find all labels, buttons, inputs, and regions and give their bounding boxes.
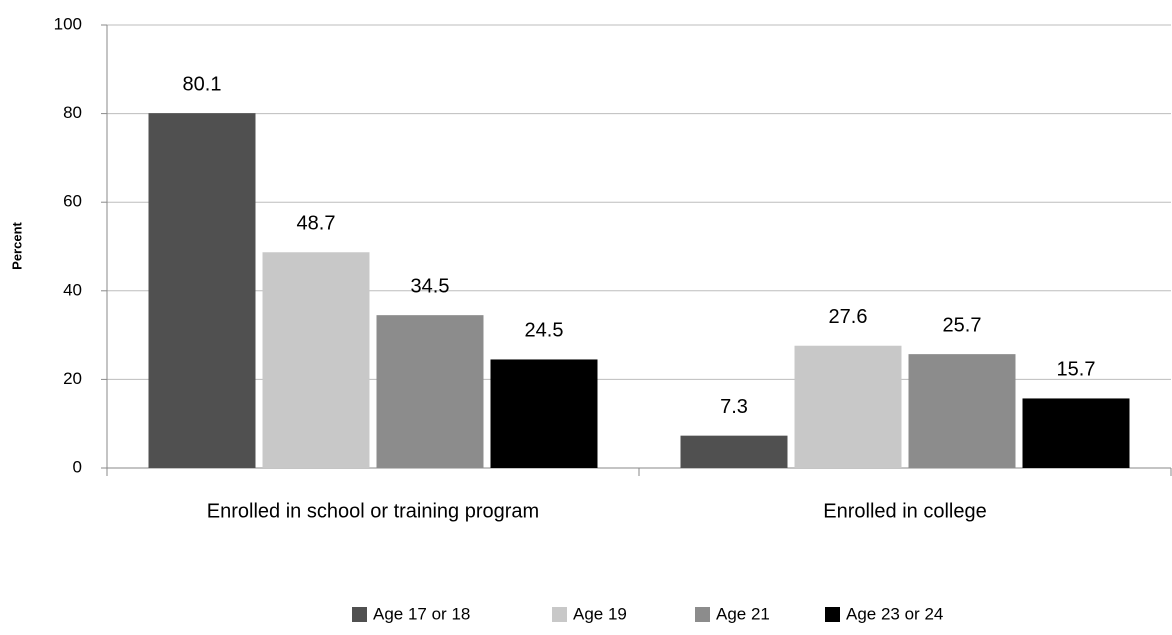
legend-label: Age 21 — [716, 604, 770, 623]
legend-label: Age 19 — [573, 604, 627, 623]
data-label: 27.6 — [829, 306, 868, 328]
y-tick-label: 60 — [63, 192, 82, 211]
y-tick-label: 20 — [63, 369, 82, 388]
legend-swatch — [825, 607, 840, 622]
bar — [680, 435, 788, 468]
bar — [908, 354, 1016, 468]
bar — [1022, 398, 1130, 468]
y-tick-label: 80 — [63, 103, 82, 122]
data-label: 24.5 — [525, 320, 564, 342]
bar — [794, 345, 902, 468]
legend-swatch — [552, 607, 567, 622]
data-label: 25.7 — [943, 314, 982, 336]
bar — [262, 252, 370, 468]
data-label: 80.1 — [183, 73, 222, 95]
data-label: 7.3 — [720, 396, 748, 418]
y-axis-label: Percent — [9, 221, 24, 269]
bar — [376, 315, 484, 468]
x-tick-label: Enrolled in college — [823, 500, 986, 522]
legend-label: Age 23 or 24 — [846, 604, 943, 623]
data-label: 34.5 — [411, 275, 450, 297]
data-label: 15.7 — [1057, 359, 1096, 381]
y-tick-label: 0 — [73, 457, 82, 476]
legend-swatch — [695, 607, 710, 622]
bar — [148, 113, 256, 469]
legend-swatch — [352, 607, 367, 622]
bar — [490, 359, 598, 468]
legend-label: Age 17 or 18 — [373, 604, 470, 623]
y-tick-label: 40 — [63, 280, 82, 299]
y-tick-label: 100 — [54, 14, 82, 33]
data-label: 48.7 — [297, 213, 336, 235]
x-tick-label: Enrolled in school or training program — [207, 500, 539, 522]
